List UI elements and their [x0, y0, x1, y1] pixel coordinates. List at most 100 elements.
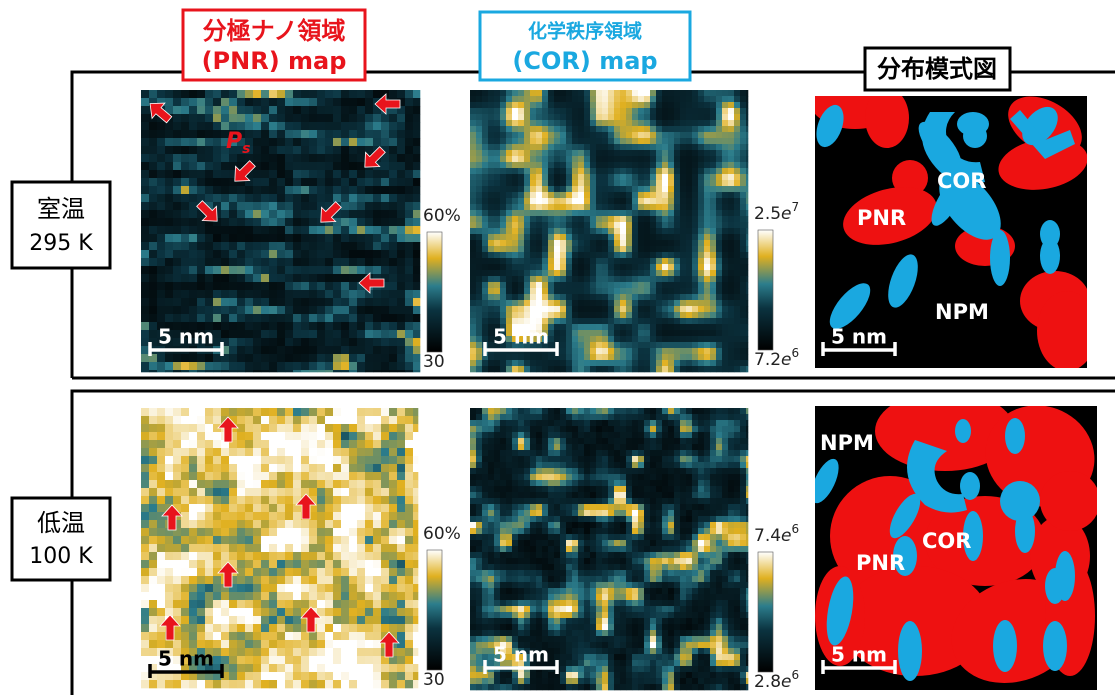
map-pixel — [341, 154, 349, 162]
map-pixel — [349, 584, 357, 592]
map-pixel — [253, 680, 261, 688]
map-pixel — [413, 560, 418, 568]
map-pixel — [405, 464, 413, 472]
map-pixel — [341, 162, 349, 170]
map-pixel — [626, 330, 632, 336]
map-pixel — [317, 496, 325, 504]
map-pixel — [213, 656, 221, 664]
map-pixel — [381, 448, 389, 456]
map-pixel — [692, 162, 698, 168]
map-pixel — [572, 108, 578, 114]
map-pixel — [165, 218, 173, 226]
map-pixel — [626, 216, 632, 222]
map-pixel — [349, 298, 357, 306]
map-pixel — [389, 354, 397, 362]
map-pixel — [506, 420, 512, 426]
map-pixel — [317, 354, 325, 362]
map-pixel — [746, 282, 748, 288]
map-pixel — [165, 98, 173, 106]
map-pixel — [482, 204, 488, 210]
map-pixel — [269, 90, 277, 98]
map-pixel — [590, 144, 596, 150]
map-pixel — [253, 648, 261, 656]
map-pixel — [740, 234, 746, 240]
map-pixel — [500, 192, 506, 198]
map-pixel — [365, 362, 373, 370]
map-pixel — [584, 228, 590, 234]
map-pixel — [333, 464, 341, 472]
map-pixel — [405, 106, 413, 114]
map-pixel — [740, 108, 746, 114]
map-pixel — [413, 122, 420, 130]
map-pixel — [173, 432, 181, 440]
map-pixel — [397, 130, 405, 138]
map-pixel — [632, 276, 638, 282]
map-pixel — [584, 222, 590, 228]
map-pixel — [293, 672, 301, 680]
map-pixel — [686, 186, 692, 192]
map-pixel — [317, 314, 325, 322]
map-pixel — [722, 102, 728, 108]
map-pixel — [389, 226, 397, 234]
map-pixel — [734, 168, 740, 174]
map-pixel — [277, 114, 285, 122]
map-pixel — [686, 348, 692, 354]
map-pixel — [728, 210, 734, 216]
map-pixel — [584, 198, 590, 204]
map-pixel — [301, 354, 309, 362]
map-pixel — [470, 294, 476, 300]
map-pixel — [341, 354, 349, 362]
map-pixel — [389, 416, 397, 424]
map-pixel — [149, 170, 157, 178]
map-pixel — [710, 264, 716, 270]
map-pixel — [722, 348, 728, 354]
map-pixel — [686, 366, 692, 372]
map-pixel — [488, 234, 494, 240]
map-pixel — [614, 300, 620, 306]
map-pixel — [554, 270, 560, 276]
map-pixel — [357, 170, 365, 178]
map-pixel — [293, 536, 301, 544]
map-pixel — [746, 222, 748, 228]
map-pixel — [229, 456, 237, 464]
map-pixel — [602, 246, 608, 252]
map-pixel — [325, 616, 333, 624]
map-pixel — [365, 258, 373, 266]
map-pixel — [632, 330, 638, 336]
map-pixel — [365, 416, 373, 424]
map-pixel — [590, 114, 596, 120]
map-pixel — [512, 438, 518, 444]
map-pixel — [578, 282, 584, 288]
map-pixel — [500, 162, 506, 168]
map-pixel — [602, 432, 608, 438]
map-pixel — [309, 544, 317, 552]
map-pixel — [584, 318, 590, 324]
map-pixel — [644, 210, 650, 216]
map-pixel — [734, 102, 740, 108]
map-pixel — [746, 408, 748, 414]
map-pixel — [470, 222, 476, 228]
map-pixel — [482, 108, 488, 114]
map-pixel — [608, 216, 614, 222]
map-pixel — [638, 102, 644, 108]
map-pixel — [746, 90, 748, 96]
map-pixel — [626, 90, 632, 96]
map-pixel — [488, 300, 494, 306]
map-pixel — [189, 584, 197, 592]
map-pixel — [237, 560, 245, 568]
map-pixel — [530, 432, 536, 438]
map-pixel — [341, 234, 349, 242]
map-pixel — [644, 366, 650, 372]
map-pixel — [205, 186, 213, 194]
map-pixel — [524, 234, 530, 240]
map-pixel — [530, 186, 536, 192]
map-pixel — [293, 338, 301, 346]
map-pixel — [494, 240, 500, 246]
map-pixel — [333, 178, 341, 186]
map-pixel — [325, 640, 333, 648]
map-pixel — [197, 416, 205, 424]
map-pixel — [536, 108, 542, 114]
map-pixel — [317, 122, 325, 130]
map-pixel — [405, 242, 413, 250]
map-pixel — [229, 154, 237, 162]
